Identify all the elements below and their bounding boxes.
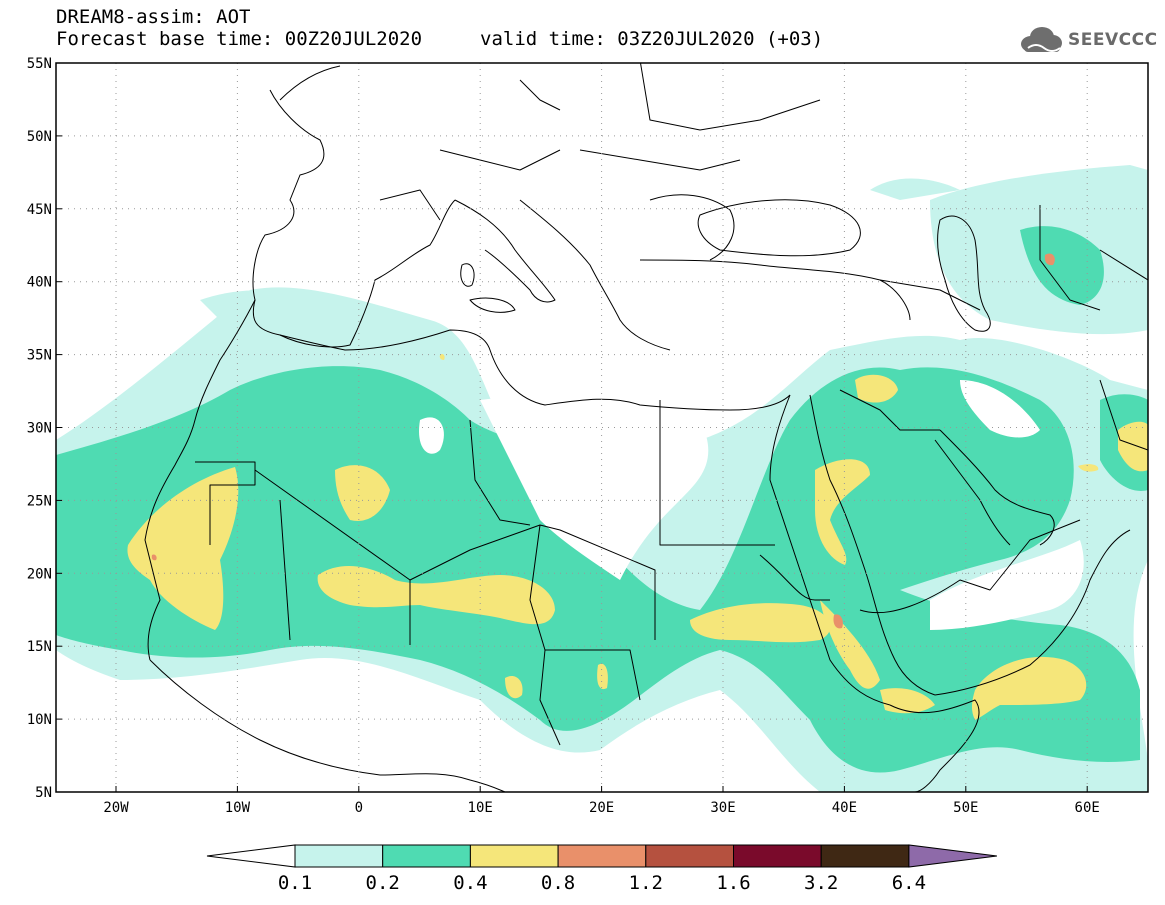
- lat-label: 45N: [27, 202, 52, 218]
- colorbar-tick-label: 0.1: [278, 872, 312, 894]
- lat-label: 5N: [35, 785, 52, 801]
- valid-time: valid time: 03Z20JUL2020 (+03): [480, 28, 824, 50]
- lon-label: 60E: [1075, 800, 1100, 816]
- cloud-icon: [1021, 27, 1062, 52]
- colorbar-tick-label: 3.2: [804, 872, 838, 894]
- colorbar-tick-label: 0.2: [366, 872, 400, 894]
- colorbar-tick-label: 0.8: [541, 872, 575, 894]
- lon-label: 10E: [468, 800, 493, 816]
- lat-label: 15N: [27, 639, 52, 655]
- lon-label: 20W: [103, 800, 129, 816]
- lat-label: 55N: [27, 56, 52, 72]
- colorbar-swatch: [557, 844, 647, 868]
- seevccc-logo: SEEVCCC: [1018, 25, 1158, 55]
- lat-lon-grid: [56, 63, 1148, 792]
- lat-label: 25N: [27, 493, 52, 509]
- aot-shading: [56, 165, 1148, 792]
- colorbar-swatch: [645, 844, 734, 868]
- colorbar-tick-label: 6.4: [892, 872, 926, 894]
- lon-label: 50E: [953, 800, 978, 816]
- lon-label: 30E: [710, 800, 735, 816]
- aot-band-0.4-0.8: [127, 353, 1148, 720]
- aot-band-0.8-1.2: [151, 253, 1055, 629]
- colorbar-swatch: [733, 844, 822, 868]
- lon-label: 0: [355, 800, 363, 816]
- lon-label: 40E: [832, 800, 857, 816]
- lat-label: 20N: [27, 566, 52, 582]
- colorbar-tick-labels: 0.1 0.2 0.4 0.8 1.2 1.6 3.2 6.4: [278, 872, 926, 894]
- colorbar-swatch: [294, 844, 384, 868]
- lon-label: 20E: [589, 800, 614, 816]
- colorbar-tick-label: 1.2: [629, 872, 663, 894]
- aot-band-below-0.1: [419, 380, 1084, 630]
- latitude-labels: 55N 50N 45N 40N 35N 30N 25N 20N 15N 10N 5N: [27, 56, 62, 801]
- lat-label: 50N: [27, 129, 52, 145]
- colorbar-tick-label: 1.6: [716, 872, 750, 894]
- colorbar-under-arrow: [206, 844, 296, 868]
- lat-label: 30N: [27, 421, 52, 437]
- colorbar-tick-label: 0.4: [453, 872, 487, 894]
- map-title: DREAM8-assim: AOT: [56, 6, 251, 28]
- logo-text: SEEVCCC: [1068, 30, 1158, 50]
- lat-label: 35N: [27, 348, 52, 364]
- colorbar: [206, 844, 997, 868]
- lon-label: 10W: [225, 800, 251, 816]
- colorbar-swatch: [382, 844, 471, 868]
- colorbar-swatch: [469, 844, 559, 868]
- colorbar-swatch: [820, 844, 910, 868]
- lat-label: 40N: [27, 275, 52, 291]
- forecast-base-time: Forecast base time: 00Z20JUL2020: [56, 28, 423, 50]
- lat-label: 10N: [27, 712, 52, 728]
- longitude-labels: 20W 10W 0 10E 20E 30E 40E 50E 60E: [103, 786, 1100, 816]
- colorbar-over-arrow: [908, 844, 997, 868]
